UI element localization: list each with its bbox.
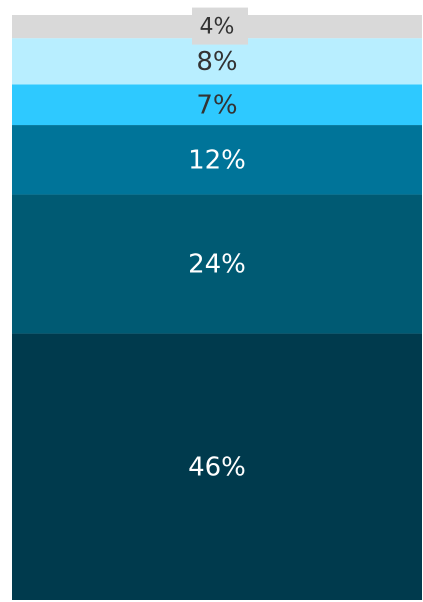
data-label: 7% [196, 90, 237, 120]
data-label: 46% [188, 452, 246, 482]
bar-segment [12, 125, 422, 195]
bar-segment [12, 84, 422, 126]
label-background [192, 7, 248, 45]
data-label: 24% [188, 250, 246, 280]
data-label: 4% [200, 15, 235, 40]
data-label: 8% [196, 47, 237, 77]
bar-segment [12, 194, 422, 334]
bar-segment [12, 333, 422, 600]
bar-segment [12, 38, 422, 85]
data-label: 12% [188, 145, 246, 175]
